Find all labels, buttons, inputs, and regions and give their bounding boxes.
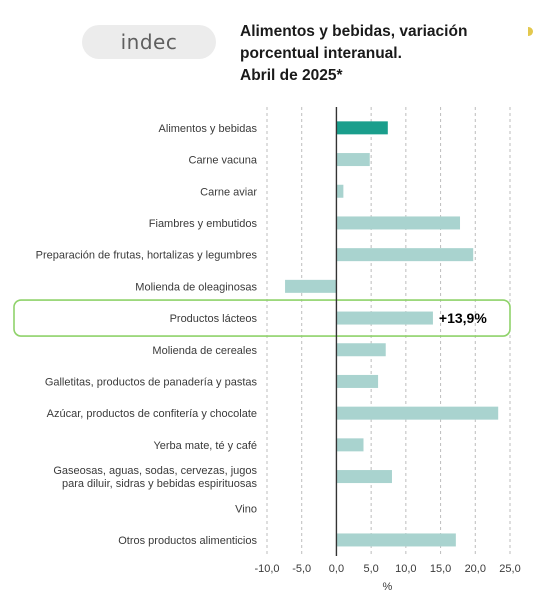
category-label: Otros productos alimenticios [118,535,257,547]
chart-title-line-1: Alimentos y bebidas, variación [240,23,468,40]
category-label: Preparación de frutas, hortalizas y legu… [36,250,258,262]
bar [336,438,364,452]
bar [336,343,386,357]
category-label: Productos lácteos [170,313,258,325]
category-label: Carne aviar [200,186,257,198]
category-label: Yerba mate, té y café [153,440,257,452]
bar [336,153,370,167]
x-tick-label: -10,0 [254,563,279,575]
chart-title-line-2: porcentual interanual. [240,45,402,62]
category-label: Fiambres y embutidos [149,218,258,230]
category-label: Vino [235,503,257,515]
bar [336,406,499,420]
bar [336,374,379,388]
highlight-box [13,299,511,337]
chart-title: Alimentos y bebidas, variación porcentua… [240,21,520,87]
x-tick-label: 15,0 [430,563,451,575]
bar [336,184,344,198]
bar [336,470,392,484]
category-label: Azúcar, productos de confitería y chocol… [47,408,257,420]
category-label: Carne vacuna [189,155,258,167]
bar [336,311,433,325]
bar [336,248,474,262]
decorative-corner-mark [528,27,533,36]
x-axis-label: % [383,581,393,593]
category-label: Gaseosas, aguas, sodas, cervezas, jugos p… [53,465,257,490]
chart-title-line-3: Abril de 2025* [240,67,343,84]
x-tick-label: -5,0 [292,563,311,575]
bar [336,533,456,547]
x-tick-label: 10,0 [395,563,416,575]
category-label: Alimentos y bebidas [159,123,258,135]
x-tick-label: 20,0 [465,563,486,575]
data-label: +13,9% [439,310,487,326]
bar [336,121,388,135]
category-label: Galletitas, productos de panadería y pas… [45,376,258,388]
x-tick-label: 0,0 [329,563,344,575]
category-label: Molienda de oleaginosas [135,281,257,293]
indec-logo: indec [82,25,216,59]
x-tick-label: 25,0 [499,563,520,575]
bar [285,279,337,293]
category-label: Molienda de cereales [152,345,257,357]
bar [336,216,461,230]
x-tick-label: 5,0 [363,563,378,575]
